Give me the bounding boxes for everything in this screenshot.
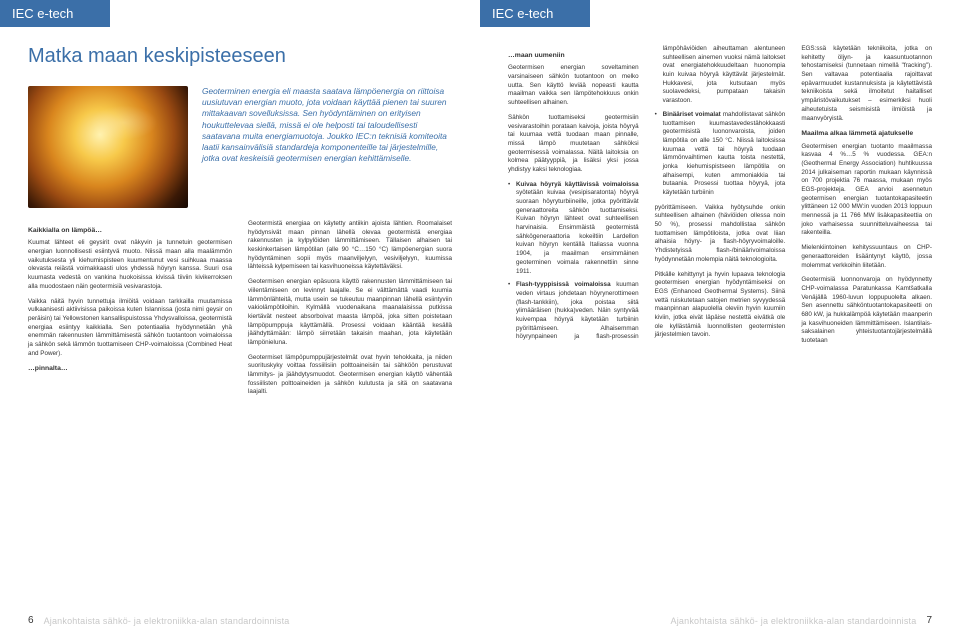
heading-pinnalta: …pinnalta… — [28, 364, 232, 373]
heading-uumeniin: …maan uumeniin — [508, 51, 639, 60]
page-number-left: 6 — [28, 615, 34, 626]
list-item-body: mahdollistavat sähkön tuottamisen kuumas… — [663, 111, 786, 196]
intro-text: Geoterminen energia eli maasta saatava l… — [202, 86, 452, 208]
para: Geotermiset lämpöpumppujärjestelmät ovat… — [248, 354, 452, 397]
hero-image — [28, 86, 188, 208]
para: EGS:ssä käytetään tekniikoita, jotka on … — [801, 45, 932, 123]
list-item-title: Flash-tyyppisissä voimaloissa — [516, 281, 611, 288]
para: Sähkön tuottamiseksi geotermisiin vesiva… — [508, 114, 639, 175]
para: Kuumat lähteet eli geysirit ovat näkyvin… — [28, 239, 232, 291]
list-item-title: Kuivaa höyryä käyttävissä voimaloissa — [516, 181, 639, 188]
para: Geotermistä energiaa on käytetty antiiki… — [248, 220, 452, 272]
para: Vaikka näitä hyvin tunnettuja ilmiöitä v… — [28, 298, 232, 359]
list-item-title: Binääriset voimalat — [663, 111, 721, 118]
para: Geotermisen energian tuotanto maailmassa… — [801, 143, 932, 239]
page-left: IEC e-tech Matka maan keskipisteeseen Ge… — [0, 0, 480, 634]
footer-left: 6 Ajankohtaista sähkö- ja elektroniikka-… — [28, 615, 452, 626]
footer-right: Ajankohtaista sähkö- ja elektroniikka-al… — [508, 615, 932, 626]
header-label-left: IEC e-tech — [0, 0, 110, 27]
footer-text-right: Ajankohtaista sähkö- ja elektroniikka-al… — [671, 616, 917, 626]
hero-row: Geoterminen energia eli maasta saatava l… — [28, 86, 452, 208]
para: pyörittämiseen. Vaikka hyötysuhde onkin … — [655, 204, 786, 265]
page-right: IEC e-tech …maan uumeniin Geotermisen en… — [480, 0, 960, 634]
list-item-body: syötetään kuivaa (vesipisaratonta) höyry… — [516, 189, 639, 274]
page-number-right: 7 — [926, 615, 932, 626]
para: Geotermisen energian epäsuora käyttö rak… — [248, 278, 452, 348]
para: Pitkälle kehittynyt ja hyvin lupaava tek… — [655, 271, 786, 341]
right-body-columns: …maan uumeniin Geotermisen energian sove… — [508, 45, 932, 347]
para: Geotermisen energian soveltaminen varsin… — [508, 64, 639, 107]
header-label-right: IEC e-tech — [480, 0, 590, 27]
list-item: Binääriset voimalat mahdollistavat sähkö… — [655, 111, 786, 198]
list-item: Kuivaa höyryä käyttävissä voimaloissa sy… — [508, 181, 639, 277]
heading-kaikkialla: Kaikkialla on lämpöä… — [28, 226, 232, 235]
para: Mielenkiintoinen kehityssuuntaus on CHP-… — [801, 244, 932, 270]
page-title: Matka maan keskipisteeseen — [28, 45, 452, 68]
heading-maailma: Maailma alkaa lämmetä ajatukselle — [801, 129, 932, 138]
para: Geotermisiä luonnonvaroja on hyödynnetty… — [801, 276, 932, 346]
footer-text-left: Ajankohtaista sähkö- ja elektroniikka-al… — [44, 616, 290, 626]
left-body-columns: Kaikkialla on lämpöä… Kuumat lähteet eli… — [28, 220, 452, 397]
